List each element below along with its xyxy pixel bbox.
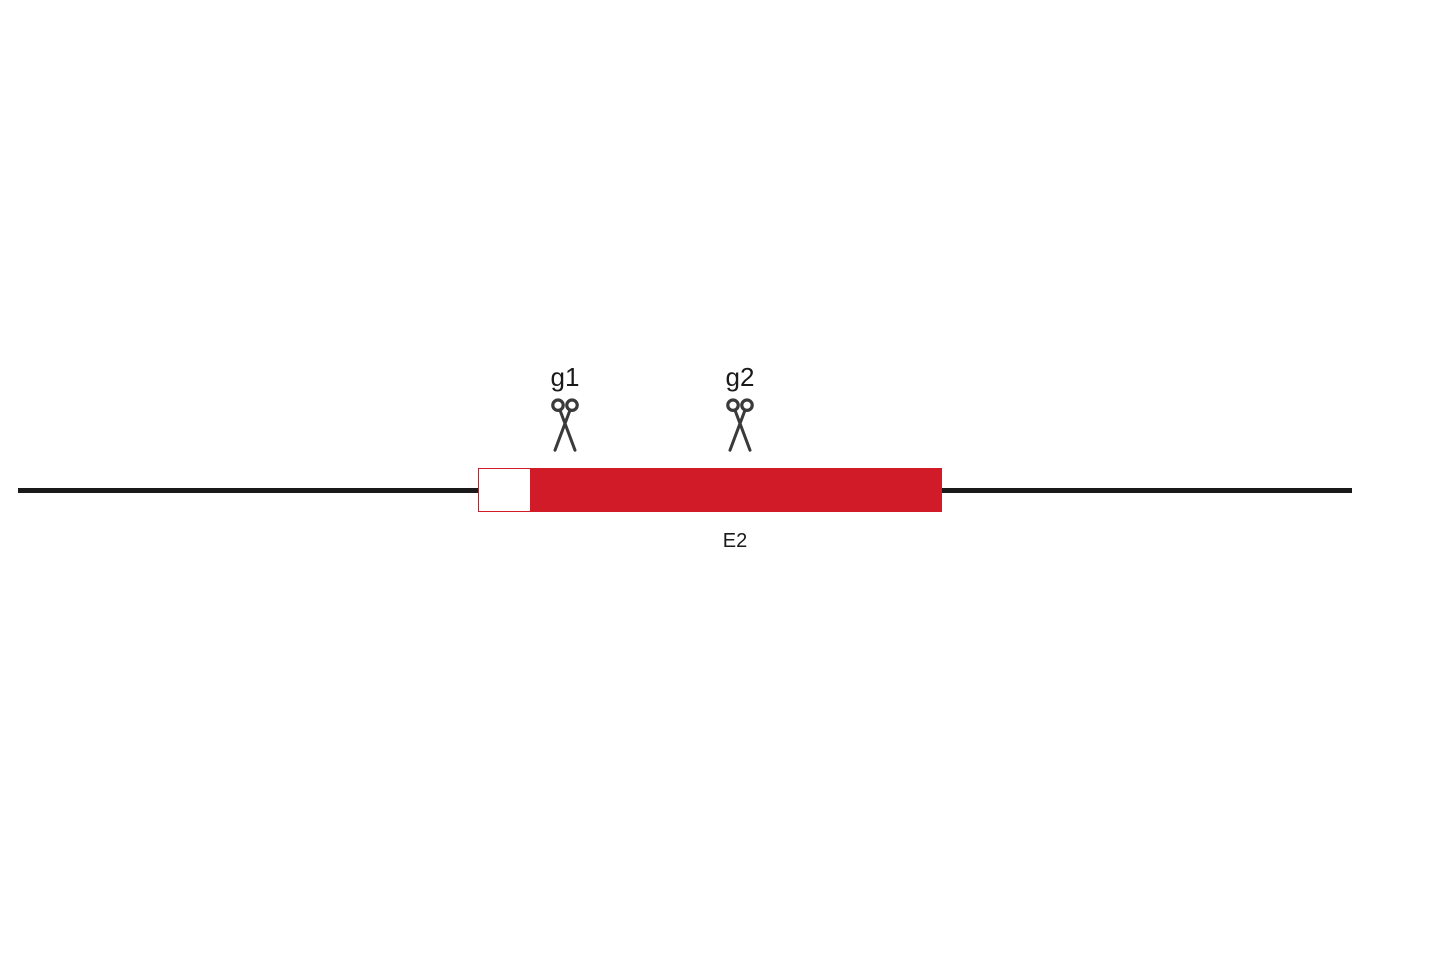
genomic-line-right xyxy=(942,488,1352,493)
guide-label-g2: g2 xyxy=(726,362,755,393)
exon-label: E2 xyxy=(723,530,747,553)
scissors-icon xyxy=(723,398,757,457)
genomic-line-left xyxy=(18,488,478,493)
exon-coding-region xyxy=(530,468,942,512)
gene-diagram: E2 g1 g2 xyxy=(0,0,1440,960)
scissors-icon xyxy=(548,398,582,457)
guide-label-g1: g1 xyxy=(551,362,580,393)
